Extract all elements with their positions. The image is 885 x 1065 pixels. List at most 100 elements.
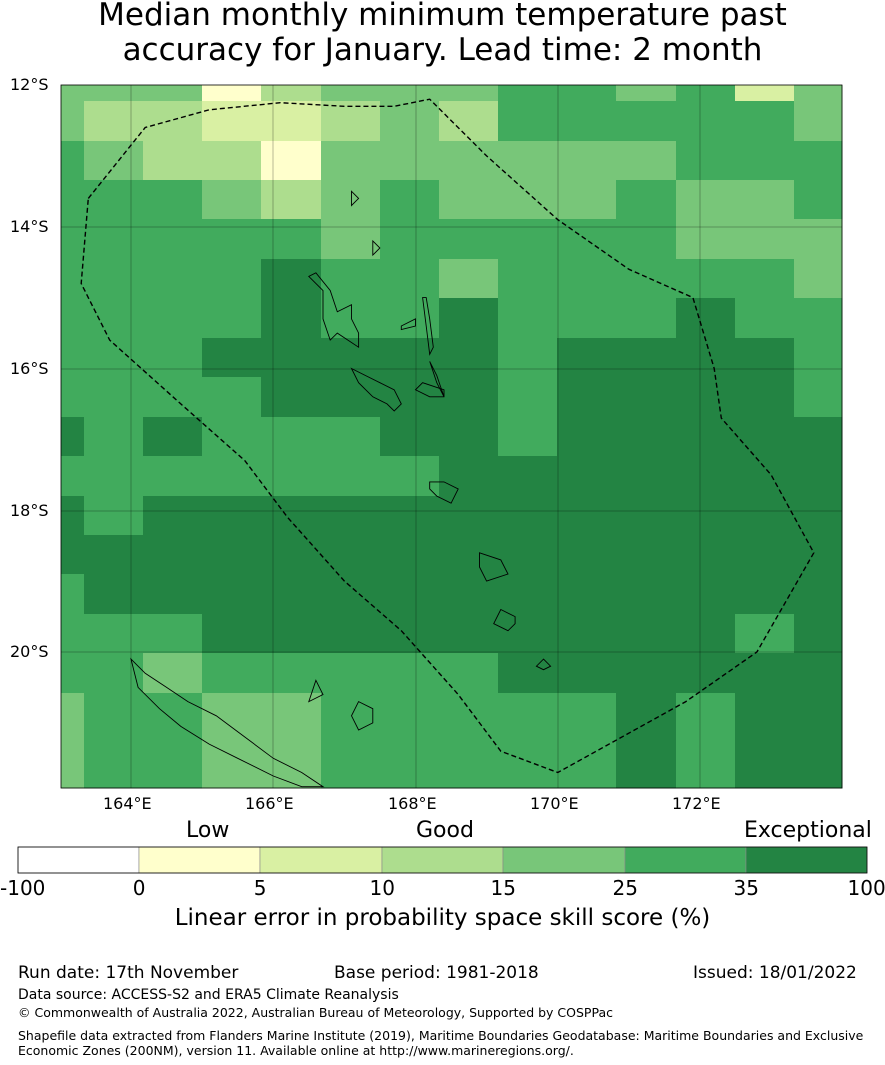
grid-cell bbox=[735, 377, 795, 418]
map-gridlines bbox=[61, 85, 842, 788]
colorbar-swatch bbox=[381, 846, 504, 874]
island-outline bbox=[400, 318, 416, 331]
colorbar bbox=[17, 846, 868, 874]
colorbar-swatch bbox=[259, 846, 383, 874]
colorbar-swatch bbox=[502, 846, 626, 874]
grid-cell bbox=[321, 259, 381, 299]
grid-cell bbox=[321, 574, 381, 615]
grid-cell bbox=[794, 614, 843, 654]
grid-cell bbox=[794, 180, 843, 220]
grid-cell bbox=[498, 298, 558, 339]
base-period: Base period: 1981-2018 bbox=[334, 963, 539, 983]
grid-cell bbox=[557, 417, 617, 457]
grid-cell bbox=[735, 298, 795, 339]
grid-cell bbox=[676, 417, 736, 457]
grid-cell bbox=[84, 85, 144, 102]
island-outline bbox=[350, 367, 402, 412]
grid-cell bbox=[202, 614, 262, 654]
grid-cell bbox=[735, 456, 795, 497]
grid-cell bbox=[439, 219, 499, 260]
grid-cell bbox=[143, 219, 203, 260]
title-line-1: Median monthly minimum temperature past bbox=[98, 0, 787, 33]
grid-cell bbox=[202, 456, 262, 497]
island-outline bbox=[479, 552, 509, 582]
grid-cell bbox=[676, 535, 736, 575]
category-low: Low bbox=[186, 818, 230, 843]
latitude-label: 18°S bbox=[10, 501, 49, 520]
issued-date: Issued: 18/01/2022 bbox=[693, 963, 857, 983]
grid-cell bbox=[498, 338, 558, 378]
colorbar-swatch bbox=[745, 846, 868, 874]
longitude-label: 168°E bbox=[388, 794, 437, 813]
colorbar-swatch bbox=[624, 846, 747, 874]
grid-cell bbox=[498, 259, 558, 299]
grid-cell bbox=[498, 141, 558, 181]
grid-cell bbox=[380, 85, 440, 102]
grid-cell bbox=[202, 417, 262, 457]
grid-cell bbox=[380, 377, 440, 418]
grid-cell bbox=[557, 614, 617, 654]
grid-cell bbox=[498, 85, 558, 102]
grid-cell bbox=[557, 85, 617, 102]
grid-cell bbox=[557, 377, 617, 418]
grid-cell bbox=[202, 496, 262, 536]
grid-cell bbox=[261, 614, 322, 654]
grid-cell bbox=[616, 653, 677, 694]
grid-cell bbox=[498, 614, 558, 654]
grid-cell bbox=[380, 456, 440, 497]
grid-cell bbox=[202, 693, 262, 789]
grid-cell bbox=[616, 535, 677, 575]
grid-cell bbox=[498, 417, 558, 457]
grid-cell bbox=[498, 377, 558, 418]
grid-cell bbox=[202, 180, 262, 220]
grid-cell bbox=[61, 535, 85, 575]
grid-cell bbox=[143, 456, 203, 497]
grid-cell bbox=[202, 653, 262, 694]
grid-cell bbox=[735, 219, 795, 260]
colorbar-tick-label: 0 bbox=[132, 876, 146, 900]
grid-cell bbox=[380, 574, 440, 615]
grid-cell bbox=[557, 298, 617, 339]
grid-cell bbox=[676, 456, 736, 497]
grid-cell bbox=[616, 101, 677, 142]
grid-cell bbox=[380, 180, 440, 220]
data-source: Data source: ACCESS-S2 and ERA5 Climate … bbox=[18, 987, 399, 1003]
grid-cell bbox=[202, 338, 262, 378]
grid-cell bbox=[321, 653, 381, 694]
island-outline bbox=[429, 481, 459, 504]
grid-cell bbox=[439, 653, 499, 694]
grid-cell bbox=[498, 574, 558, 615]
grid-cell bbox=[557, 535, 617, 575]
grid-cell bbox=[557, 456, 617, 497]
grid-cell bbox=[439, 377, 499, 418]
grid-cell bbox=[794, 219, 843, 260]
latitude-label: 12°S bbox=[10, 75, 49, 94]
grid-cell bbox=[84, 456, 144, 497]
run-date: Run date: 17th November bbox=[18, 963, 239, 983]
grid-cell bbox=[794, 496, 843, 536]
grid-cell bbox=[261, 298, 322, 339]
grid-cell bbox=[498, 653, 558, 694]
grid-cell bbox=[321, 141, 381, 181]
grid-cell bbox=[143, 141, 203, 181]
grande-terre-outline bbox=[130, 657, 325, 788]
grid-cell bbox=[616, 496, 677, 536]
grid-cell bbox=[616, 141, 677, 181]
grid-cell bbox=[321, 338, 381, 378]
island-outline bbox=[350, 700, 374, 731]
grid-cell bbox=[794, 298, 843, 339]
grid-cell bbox=[61, 298, 85, 339]
grid-cell bbox=[439, 456, 499, 497]
grid-cell bbox=[143, 338, 203, 378]
grid-cell bbox=[61, 377, 85, 418]
grid-cell bbox=[84, 496, 144, 536]
grid-cell bbox=[616, 298, 677, 339]
grid-cell bbox=[261, 417, 322, 457]
colorbar-tick-label: 100 bbox=[847, 876, 885, 900]
grid-cell bbox=[380, 259, 440, 299]
grid-cell bbox=[676, 259, 736, 299]
grid-cell bbox=[676, 693, 736, 789]
grid-cell bbox=[380, 693, 440, 789]
latitude-label: 16°S bbox=[10, 359, 49, 378]
grid-cell bbox=[261, 574, 322, 615]
